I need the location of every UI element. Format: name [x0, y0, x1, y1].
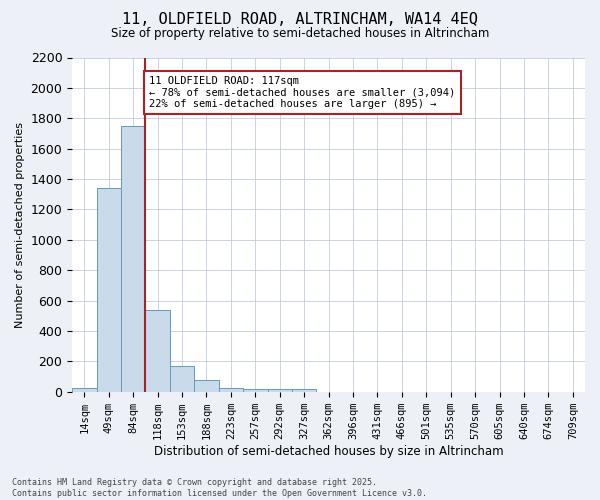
- Bar: [97, 188, 121, 392]
- Text: 11 OLDFIELD ROAD: 117sqm
← 78% of semi-detached houses are smaller (3,094)
22% o: 11 OLDFIELD ROAD: 117sqm ← 78% of semi-d…: [149, 76, 455, 109]
- Bar: [170, 366, 194, 392]
- Bar: [268, 388, 292, 392]
- Bar: [194, 380, 218, 392]
- Bar: [145, 310, 170, 392]
- Text: Size of property relative to semi-detached houses in Altrincham: Size of property relative to semi-detach…: [111, 28, 489, 40]
- Bar: [121, 126, 145, 392]
- Bar: [218, 388, 243, 392]
- Bar: [292, 390, 316, 392]
- Bar: [243, 388, 268, 392]
- X-axis label: Distribution of semi-detached houses by size in Altrincham: Distribution of semi-detached houses by …: [154, 444, 503, 458]
- Text: 11, OLDFIELD ROAD, ALTRINCHAM, WA14 4EQ: 11, OLDFIELD ROAD, ALTRINCHAM, WA14 4EQ: [122, 12, 478, 28]
- Text: Contains HM Land Registry data © Crown copyright and database right 2025.
Contai: Contains HM Land Registry data © Crown c…: [12, 478, 427, 498]
- Bar: [72, 388, 97, 392]
- Y-axis label: Number of semi-detached properties: Number of semi-detached properties: [15, 122, 25, 328]
